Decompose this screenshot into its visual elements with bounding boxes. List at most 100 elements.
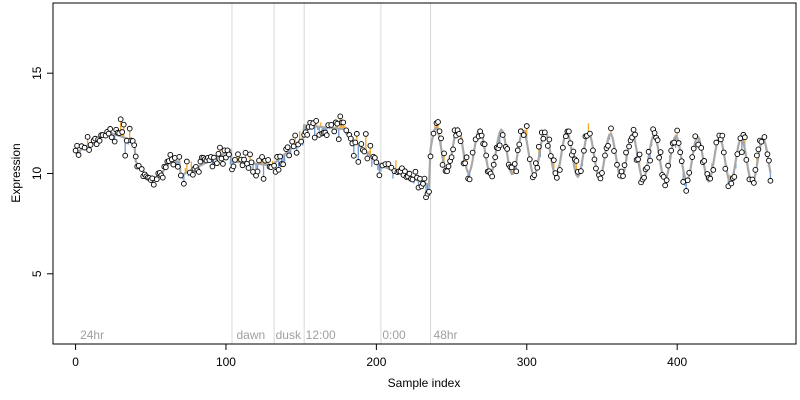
- point-176: [337, 113, 344, 120]
- point-306: [532, 160, 539, 166]
- point-72: [181, 180, 187, 187]
- point-97: [218, 155, 225, 162]
- point-125: [260, 176, 267, 182]
- point-219: [402, 168, 408, 175]
- point-403: [678, 158, 685, 165]
- point-430: [719, 132, 726, 139]
- point-188: [355, 159, 362, 165]
- point-329: [567, 140, 574, 147]
- point-52: [150, 181, 157, 188]
- point-387: [654, 137, 661, 144]
- point-424: [710, 167, 717, 173]
- point-183: [347, 135, 354, 142]
- point-408: [686, 169, 693, 176]
- point-410: [689, 154, 696, 160]
- point-26: [111, 138, 118, 145]
- point-187: [353, 130, 360, 137]
- x-tick-label-2: 200: [366, 355, 386, 369]
- point-462: [767, 177, 774, 184]
- point-124: [259, 154, 265, 160]
- annotation-5: 48hr: [434, 328, 458, 342]
- point-445: [742, 134, 748, 141]
- point-82: [196, 169, 202, 175]
- point-315: [546, 136, 553, 143]
- point-406: [683, 188, 690, 194]
- point-375: [636, 151, 643, 158]
- point-33: [122, 152, 129, 159]
- point-231: [420, 180, 426, 187]
- point-236: [427, 153, 434, 160]
- point-117: [248, 159, 255, 166]
- point-349: [597, 175, 604, 182]
- point-328: [566, 128, 572, 135]
- point-324: [560, 144, 566, 151]
- point-438: [731, 173, 738, 180]
- x-axis: 0 100 200 300 400: [72, 343, 688, 369]
- point-250: [448, 154, 455, 161]
- point-63: [167, 151, 174, 158]
- point-381: [645, 148, 652, 155]
- point-245: [441, 150, 447, 157]
- y-tick-label-2: 15: [30, 66, 44, 80]
- point-451: [751, 180, 757, 186]
- point-452: [752, 166, 759, 173]
- point-23: [107, 126, 114, 132]
- point-232: [421, 175, 428, 182]
- point-305: [531, 172, 538, 178]
- point-298: [520, 132, 527, 138]
- point-2: [75, 152, 82, 158]
- point-251: [450, 146, 456, 153]
- point-106: [232, 156, 238, 163]
- point-36: [126, 125, 133, 132]
- point-144: [289, 138, 295, 145]
- point-443: [739, 149, 745, 156]
- point-9: [86, 147, 92, 153]
- point-368: [626, 143, 632, 150]
- point-432: [722, 165, 729, 172]
- point-270: [478, 132, 485, 139]
- annotation-2: dusk: [276, 328, 302, 342]
- point-122: [256, 157, 262, 164]
- point-264: [469, 149, 476, 156]
- point-401: [675, 140, 682, 146]
- point-402: [677, 149, 684, 156]
- point-194: [364, 155, 371, 162]
- point-272: [481, 141, 488, 148]
- x-tick-label-0: 0: [72, 355, 79, 369]
- point-30: [117, 116, 124, 123]
- point-180: [343, 127, 350, 134]
- point-39: [131, 142, 138, 149]
- point-132: [271, 162, 277, 169]
- point-278: [490, 161, 497, 168]
- point-360: [614, 161, 620, 168]
- point-345: [591, 156, 598, 163]
- point-431: [720, 149, 727, 156]
- point-273: [483, 152, 490, 159]
- point-10: [87, 142, 94, 148]
- point-460: [764, 151, 771, 158]
- point-356: [608, 125, 614, 132]
- point-294: [514, 147, 521, 154]
- point-172: [331, 128, 338, 135]
- point-400: [674, 127, 681, 134]
- point-336: [578, 168, 584, 174]
- point-454: [755, 146, 762, 153]
- point-74: [184, 158, 190, 165]
- point-388: [656, 154, 662, 161]
- x-tick-label-3: 300: [517, 355, 537, 369]
- x-tick-label-4: 400: [667, 355, 687, 369]
- point-320: [554, 174, 560, 181]
- point-374: [635, 156, 641, 163]
- point-105: [230, 163, 237, 170]
- point-0: [72, 147, 79, 154]
- point-138: [280, 161, 286, 168]
- point-284: [499, 132, 506, 138]
- point-222: [406, 170, 413, 177]
- point-296: [517, 128, 524, 135]
- point-326: [563, 133, 569, 140]
- point-199: [372, 154, 378, 161]
- point-311: [540, 135, 547, 142]
- point-346: [593, 165, 599, 172]
- point-1: [74, 142, 80, 149]
